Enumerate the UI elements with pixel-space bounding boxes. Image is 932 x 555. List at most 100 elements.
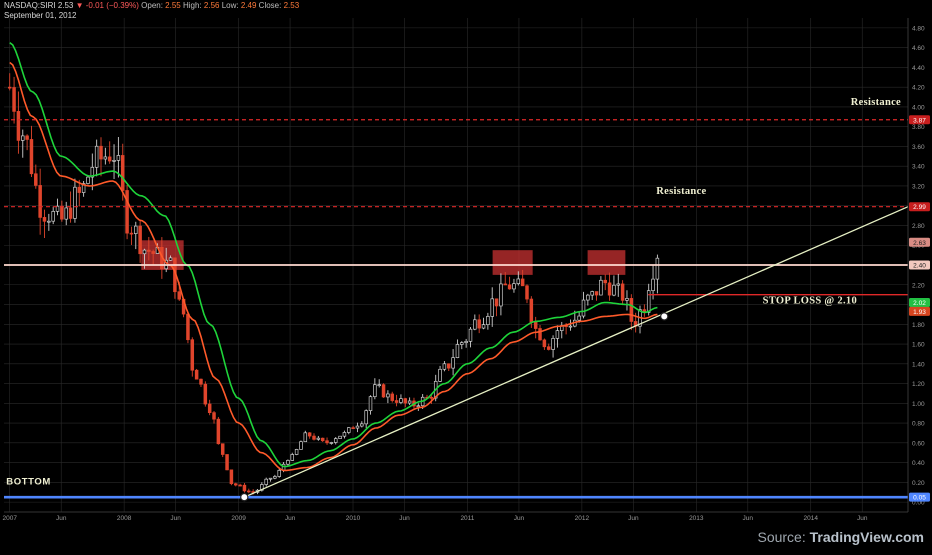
candle (642, 304, 647, 317)
candle-body (625, 298, 629, 301)
level-tag-bg (909, 202, 930, 212)
x-tick-label: Jun (514, 515, 525, 522)
close-value: 2.53 (283, 1, 300, 10)
candle-body (64, 207, 68, 220)
price-tag: 1.93 (913, 309, 926, 316)
candle-body (551, 338, 555, 350)
candle (247, 488, 251, 494)
candle (616, 273, 621, 297)
y-tick-label: 0.80 (912, 421, 925, 428)
candle (594, 291, 599, 301)
candle-body (460, 342, 464, 345)
symbol-name: NASDAQ:SIRI (4, 1, 56, 10)
candle-body (238, 484, 242, 487)
candle-body (351, 427, 355, 430)
candle-body (451, 357, 455, 369)
candle-body (507, 284, 512, 290)
candle-body (538, 328, 542, 341)
candle-body (120, 155, 125, 191)
candle (399, 394, 403, 405)
candle (116, 137, 121, 178)
candle (555, 325, 560, 348)
candle (499, 273, 503, 316)
candle-body (207, 403, 212, 413)
level-tag-bg (909, 260, 930, 270)
y-tick-label: 2.20 (912, 282, 925, 289)
y-tick-label: 1.60 (912, 342, 925, 349)
candle (464, 338, 468, 348)
candle-body (68, 207, 73, 219)
candle (447, 363, 451, 372)
y-tick-label: 0.40 (912, 460, 925, 467)
candle-body (464, 340, 468, 343)
x-tick-label: 2012 (575, 515, 590, 522)
x-tick-label: 2009 (231, 515, 246, 522)
candle (216, 416, 221, 445)
candle (316, 435, 321, 441)
candle (455, 339, 460, 359)
candle-body (147, 249, 151, 252)
candle (625, 290, 629, 311)
candle (551, 335, 555, 358)
candle (620, 280, 625, 306)
source-credit[interactable]: Source: TradingView.com (757, 529, 924, 545)
candle-body (47, 220, 51, 223)
candle-body (368, 396, 373, 411)
candle (16, 91, 21, 154)
candle (238, 483, 242, 487)
trend-line-point (660, 312, 669, 321)
candle (207, 399, 212, 416)
y-tick-label: 4.80 (912, 25, 925, 32)
candle (12, 76, 16, 124)
level-tag: 2.99 (913, 204, 926, 211)
candle (351, 425, 355, 430)
candle-body (307, 432, 312, 437)
close-label: Close: (258, 1, 282, 10)
candle-body (129, 232, 134, 235)
candle-body (34, 173, 38, 186)
candle-body (112, 160, 116, 162)
candle-body (338, 435, 342, 439)
symbol-header: NASDAQ:SIRI 2.53 ▼ -0.01 (−0.39%) Open: … (4, 1, 299, 11)
candle-body (199, 378, 203, 385)
y-tick-label: 3.80 (912, 124, 925, 131)
candle-body (86, 176, 90, 184)
candle-body (542, 339, 547, 348)
trend-line-point (240, 492, 249, 502)
candle (646, 283, 651, 316)
candle-body (29, 139, 34, 175)
candle-body (546, 346, 551, 350)
tradingview-brand[interactable]: TradingView.com (809, 529, 924, 545)
y-tick-label: 4.40 (912, 65, 925, 72)
candle-body (651, 278, 655, 292)
candle-body (234, 483, 238, 486)
candle-body (168, 257, 173, 261)
price-tag: 2.02 (913, 300, 926, 307)
x-tick-label: Jun (628, 515, 639, 522)
candle (347, 427, 351, 435)
x-tick-label: 2007 (2, 515, 17, 522)
candle (194, 368, 199, 380)
candle-body (260, 484, 264, 491)
x-tick-label: Jun (56, 515, 67, 522)
candle (325, 437, 329, 445)
candle-body (616, 283, 621, 286)
candle-body (577, 315, 581, 321)
high-label: High: (182, 1, 202, 10)
candle (442, 361, 447, 372)
candle-body (333, 438, 338, 443)
candle (138, 220, 142, 263)
level-tag: 3.87 (913, 117, 926, 124)
candle (107, 141, 112, 164)
candle (60, 200, 64, 222)
candle-body (481, 324, 486, 329)
candle-body (303, 432, 308, 443)
y-tick-label: 0.60 (912, 440, 925, 447)
level-tag-bg (909, 115, 930, 125)
candle (586, 293, 590, 306)
candle (512, 278, 516, 293)
candle-body (212, 412, 216, 420)
candle-body (525, 285, 529, 300)
